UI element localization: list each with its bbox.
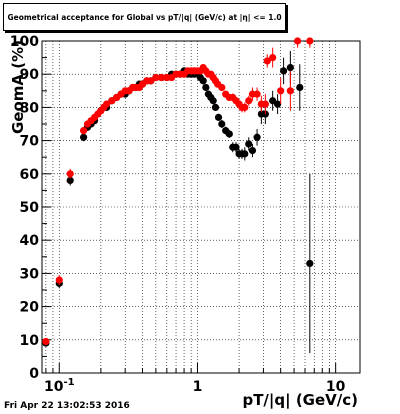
data-point <box>248 146 257 155</box>
data-point <box>102 100 111 108</box>
data-point <box>306 37 314 45</box>
chart-title-box: Geometrical acceptance for Global vs pT/… <box>3 3 286 31</box>
y-tick-label: 30 <box>20 266 40 282</box>
x-tick-label: 1 <box>193 379 203 395</box>
data-point <box>157 73 166 82</box>
data-point <box>42 337 50 346</box>
data-point <box>277 87 285 95</box>
data-point <box>80 133 88 141</box>
y-tick-label: 20 <box>20 300 40 316</box>
timestamp: Fri Apr 22 13:02:53 2016 <box>4 401 130 411</box>
data-point <box>80 127 88 135</box>
data-point <box>209 97 217 105</box>
chart-title: Geometrical acceptance for Global vs pT/… <box>7 12 282 22</box>
y-tick-label: 50 <box>20 200 40 216</box>
data-point <box>218 83 226 92</box>
y-tick-label: 100 <box>10 34 39 50</box>
x-tick-label: 10-1 <box>44 377 75 395</box>
data-point <box>232 143 240 151</box>
data-point <box>241 103 249 111</box>
data-point <box>286 87 294 95</box>
data-point <box>241 150 249 158</box>
data-point <box>261 100 269 108</box>
data-point <box>225 130 233 138</box>
data-point <box>152 73 160 82</box>
data-point <box>253 133 261 141</box>
data-point <box>245 140 253 148</box>
data-point <box>286 63 294 72</box>
y-tick-label: 80 <box>20 100 40 116</box>
data-point <box>199 77 207 85</box>
data-point <box>279 67 288 75</box>
data-point <box>253 90 261 98</box>
data-point <box>306 259 314 268</box>
data-point <box>263 57 271 65</box>
data-point <box>202 83 210 92</box>
y-tick-label: 10 <box>20 333 40 349</box>
y-tick-label: 70 <box>20 134 40 150</box>
data-point <box>211 103 220 111</box>
data-point <box>273 100 282 108</box>
data-point <box>296 83 304 92</box>
data-point <box>269 54 277 62</box>
data-point <box>245 97 253 105</box>
data-point <box>214 113 223 121</box>
data-point <box>218 120 226 128</box>
data-point <box>66 170 74 178</box>
y-tick-label: 40 <box>20 233 40 249</box>
data-point <box>66 176 74 185</box>
x-axis-label: pT/|q| (GeV/c) <box>242 391 358 409</box>
y-tick-label: 90 <box>20 67 40 83</box>
x-tick-label: 10 <box>326 379 346 395</box>
data-point <box>55 276 63 284</box>
y-tick-label: 60 <box>20 167 40 183</box>
data-point <box>293 37 302 45</box>
y-tick-label: 0 <box>29 366 39 382</box>
